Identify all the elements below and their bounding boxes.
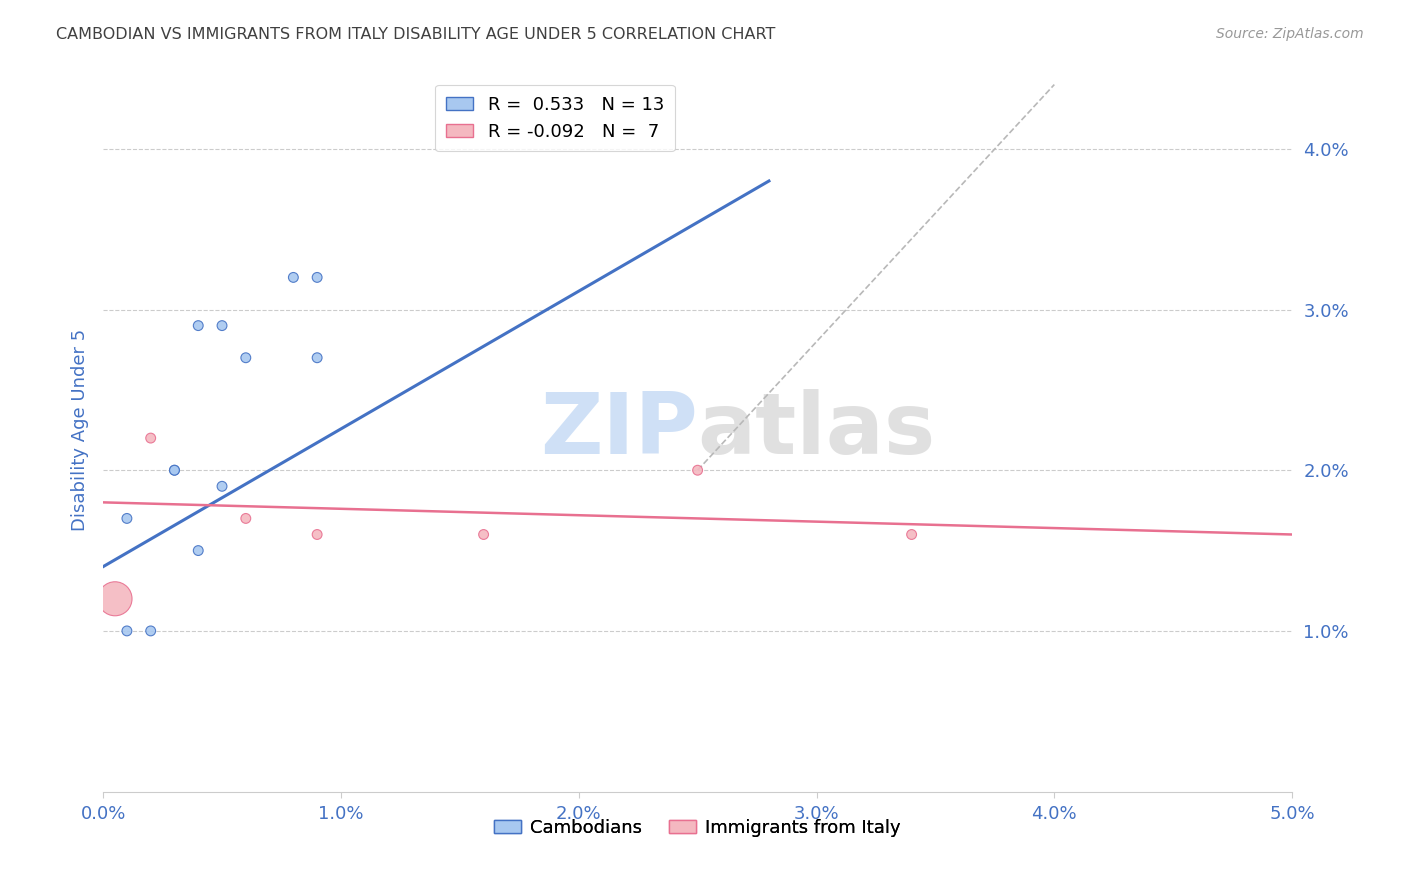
Point xyxy=(235,511,257,525)
Point xyxy=(115,511,138,525)
Point xyxy=(211,479,233,493)
Point xyxy=(187,543,209,558)
Point xyxy=(187,318,209,333)
Point xyxy=(104,591,127,606)
Point xyxy=(307,527,329,541)
Point xyxy=(900,527,922,541)
Point xyxy=(139,624,162,638)
Point xyxy=(686,463,709,477)
Point xyxy=(283,270,305,285)
Point xyxy=(472,527,495,541)
Legend: Cambodians, Immigrants from Italy: Cambodians, Immigrants from Italy xyxy=(486,812,908,844)
Point xyxy=(115,624,138,638)
Text: Source: ZipAtlas.com: Source: ZipAtlas.com xyxy=(1216,27,1364,41)
Point xyxy=(235,351,257,365)
Text: CAMBODIAN VS IMMIGRANTS FROM ITALY DISABILITY AGE UNDER 5 CORRELATION CHART: CAMBODIAN VS IMMIGRANTS FROM ITALY DISAB… xyxy=(56,27,776,42)
Point xyxy=(139,431,162,445)
Point xyxy=(307,270,329,285)
Text: ZIP: ZIP xyxy=(540,389,697,472)
Text: atlas: atlas xyxy=(697,389,936,472)
Point xyxy=(163,463,186,477)
Y-axis label: Disability Age Under 5: Disability Age Under 5 xyxy=(72,329,89,531)
Point xyxy=(163,463,186,477)
Point xyxy=(307,351,329,365)
Point xyxy=(211,318,233,333)
